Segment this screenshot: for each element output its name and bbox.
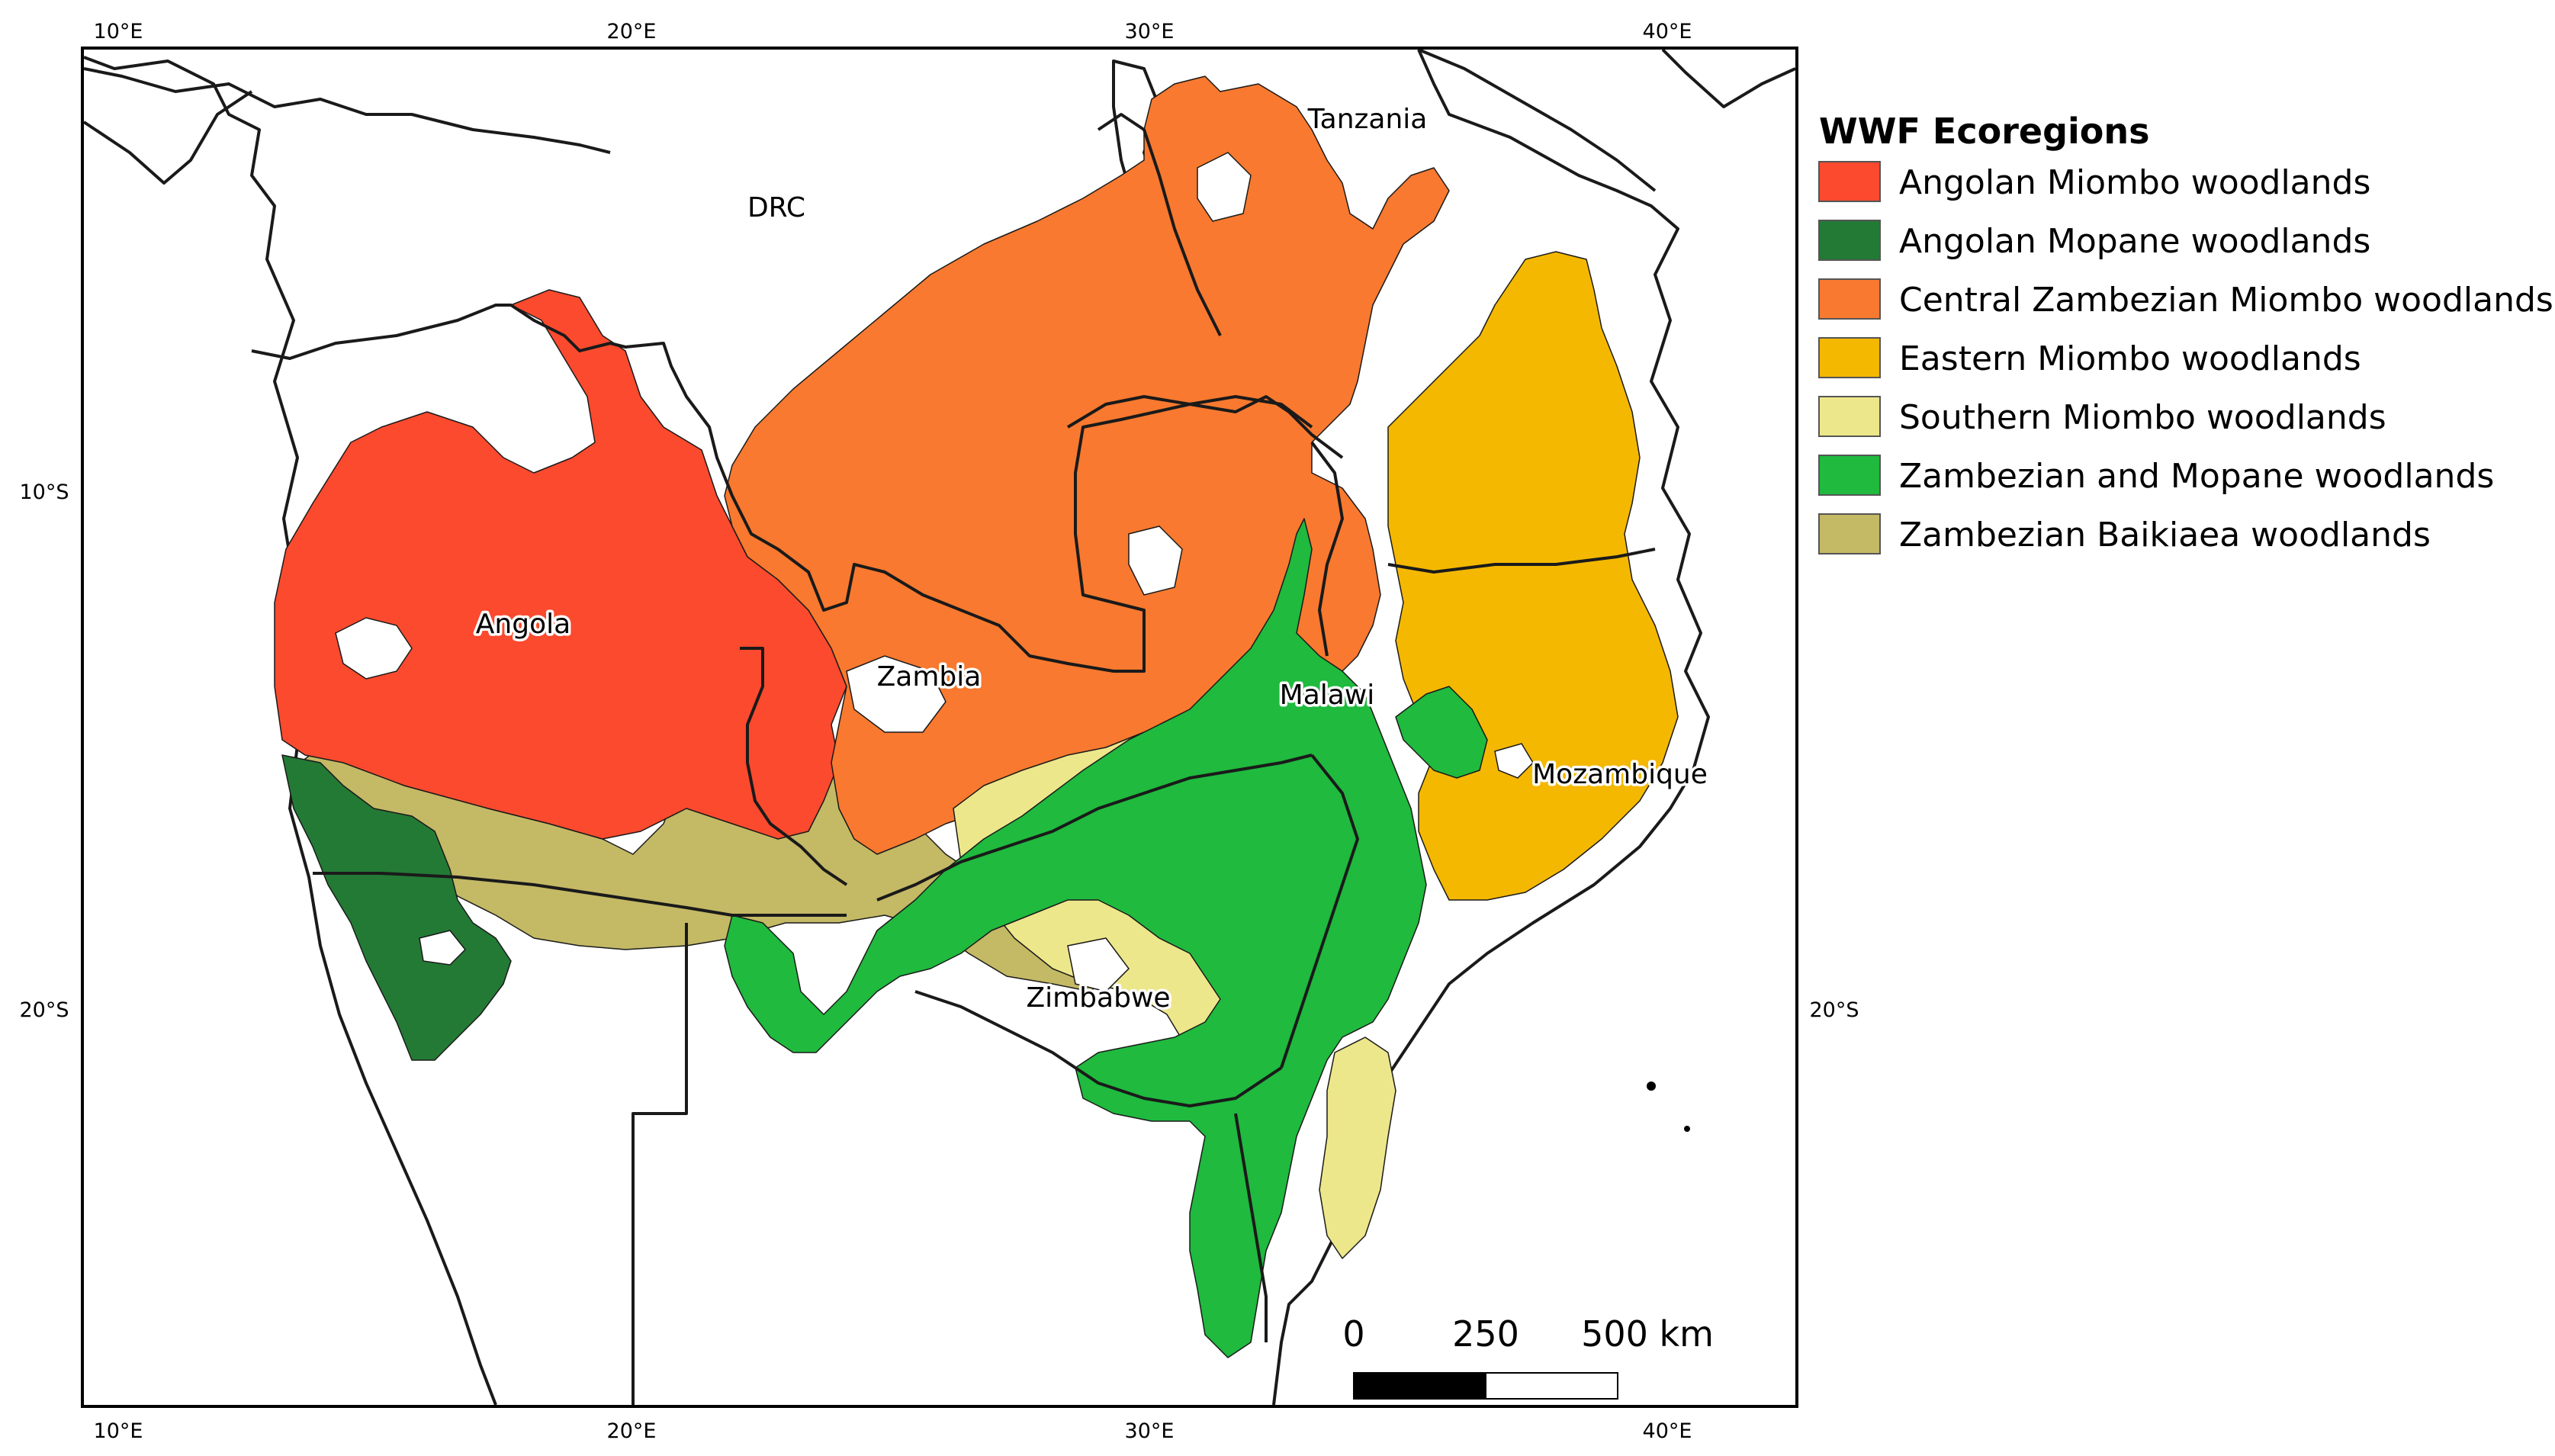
eco-zambezian-mopane [724, 518, 1427, 1358]
legend-title: WWF Ecoregions [1819, 111, 2150, 152]
inclusion-tanzania [1197, 152, 1252, 222]
legend-label-5: Southern Miombo woodlands [1899, 398, 2386, 437]
label-angola: Angola [476, 609, 570, 640]
legend-swatch-3 [1818, 278, 1881, 320]
border-tanzania-north [1418, 50, 1657, 192]
tick-right-20s: 20°S [1810, 998, 1859, 1022]
legend-swatch-6 [1818, 455, 1881, 496]
tick-top-10e: 10°E [94, 20, 143, 43]
eco-southern-miombo-south [1319, 1037, 1396, 1259]
legend-swatch-4 [1818, 337, 1881, 378]
legend-label-3: Central Zambezian Miombo woodlands [1899, 281, 2553, 320]
label-tanzania: Tanzania [1307, 104, 1428, 135]
border-zambia-malawi [1310, 441, 1344, 657]
island-comoros-1 [1647, 1082, 1656, 1091]
inclusion-mopane-pan [419, 930, 467, 966]
scale-segment-white [1485, 1372, 1618, 1400]
legend-swatch-1 [1818, 161, 1881, 202]
gulf-guinea-coast [84, 90, 253, 185]
legend-swatch-7 [1818, 513, 1881, 554]
inclusion-angola [335, 617, 413, 680]
eco-zambezian-mopane-malawi [1395, 686, 1488, 779]
tick-bottom-20e: 20°E [607, 1419, 657, 1443]
border-drc-tanzania-lake [1097, 113, 1222, 336]
tick-top-20e: 20°E [607, 20, 657, 43]
legend-label-4: Eastern Miombo woodlands [1899, 339, 2361, 378]
tick-top-40e: 40°E [1643, 20, 1692, 43]
inclusion-mozambique [1494, 743, 1534, 779]
legend-swatch-5 [1818, 396, 1881, 437]
label-malawi: Malawi [1280, 680, 1375, 711]
scale-label-0: 0 [1342, 1313, 1364, 1355]
tick-bottom-40e: 40°E [1643, 1419, 1692, 1443]
axis-left: 10°S 20°S [20, 481, 69, 1022]
label-zambia: Zambia [877, 661, 982, 693]
border-namibia-botswana [632, 923, 688, 1405]
island-comoros-2 [1684, 1126, 1690, 1132]
scale-label-500: 500 km [1581, 1313, 1714, 1355]
border-mozambique-sa [1234, 1113, 1268, 1342]
legend-label-1: Angolan Miombo woodlands [1899, 163, 2370, 202]
border-drc-angola [251, 304, 1344, 673]
border-tanzania-zambia [1066, 395, 1313, 429]
eco-angolan-mopane [281, 754, 512, 1061]
border-tanzania-mozambique [1387, 548, 1656, 574]
border-angola-namibia [313, 872, 847, 917]
axis-right: 20°S [1810, 998, 1859, 1022]
legend: WWF Ecoregions Angolan Miombo woodlands A… [1818, 111, 2553, 554]
tick-bottom-30e: 30°E [1125, 1419, 1175, 1443]
map-body: DRC Tanzania Angola Zambia Malawi Mozamb… [84, 50, 1795, 1405]
legend-label-6: Zambezian and Mopane woodlands [1899, 457, 2494, 496]
scale-segment-black [1353, 1372, 1486, 1400]
eco-angolan-miombo [274, 289, 847, 840]
axis-bottom: 10°E 20°E 30°E 40°E [94, 1419, 1692, 1443]
label-zimbabwe: Zimbabwe [1026, 982, 1170, 1014]
border-zambia-zimbabwe [876, 754, 1313, 902]
border-angola-zambia [740, 647, 848, 886]
inclusion-zimbabwe [1067, 937, 1130, 992]
border-zimbabwe-mozambique [1280, 754, 1359, 1069]
label-drc: DRC [747, 192, 805, 223]
tick-left-10s: 10°S [20, 481, 69, 504]
border-drc-north [84, 67, 611, 154]
border-zimbabwe-sa [914, 990, 1283, 1107]
inclusion-zambia-east [1128, 526, 1183, 596]
tick-bottom-10e: 10°E [94, 1419, 143, 1443]
label-mozambique: Mozambique [1532, 759, 1708, 790]
scale-bar: 0 250 500 km [1342, 1313, 1714, 1400]
axis-top: 10°E 20°E 30°E 40°E [94, 20, 1692, 43]
legend-label-2: Angolan Mopane woodlands [1899, 222, 2370, 261]
scale-label-250: 250 [1452, 1313, 1519, 1355]
horn-coastline [1661, 50, 1795, 108]
tick-top-30e: 30°E [1125, 20, 1175, 43]
legend-label-7: Zambezian Baikiaea woodlands [1899, 516, 2431, 554]
legend-swatch-2 [1818, 220, 1881, 261]
inclusion-zambia [846, 655, 946, 733]
tick-left-20s: 20°S [20, 998, 69, 1022]
